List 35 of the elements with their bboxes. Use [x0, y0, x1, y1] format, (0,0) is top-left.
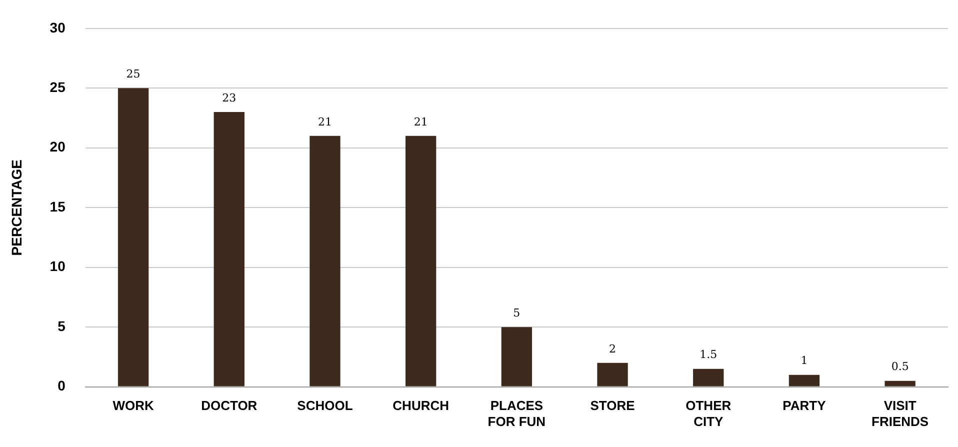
- y-tick-label: 25: [50, 78, 66, 95]
- bar: [118, 88, 149, 386]
- x-tick-label: PARTY: [782, 398, 826, 414]
- bar: [693, 368, 724, 386]
- data-label: 0.5: [891, 360, 909, 374]
- x-tick-label: SCHOOL: [297, 398, 353, 414]
- data-label: 1: [800, 354, 808, 368]
- x-tick-label: CHURCH: [392, 398, 450, 414]
- data-label: 23: [222, 91, 236, 104]
- bar: [214, 112, 244, 386]
- y-tick-label: 0: [58, 378, 66, 394]
- data-label: 2: [609, 342, 616, 356]
- bar: [788, 374, 820, 386]
- data-label: 21: [414, 115, 428, 128]
- data-label: 25: [126, 67, 140, 80]
- data-label: 21: [318, 115, 332, 128]
- bar: [406, 136, 436, 386]
- bar: [310, 136, 340, 386]
- y-axis-title: PERCENTAGE: [8, 160, 24, 256]
- x-tick-label: PLACES FOR FUN: [488, 398, 546, 429]
- x-tick-label: WORK: [112, 398, 154, 414]
- x-tick-label: STORE: [590, 398, 636, 414]
- data-label: 5: [513, 306, 520, 320]
- data-label: 1.5: [700, 348, 718, 362]
- y-tick-label: 20: [50, 138, 66, 155]
- y-tick-label: 10: [50, 258, 66, 274]
- y-tick-label: 15: [50, 198, 66, 214]
- x-tick-label: DOCTOR: [201, 398, 258, 414]
- y-tick-label: 30: [50, 19, 66, 36]
- x-tick-label: VISIT FRIENDS: [872, 398, 929, 429]
- bar: [501, 327, 532, 386]
- bar: [884, 380, 916, 386]
- bar: [597, 362, 628, 386]
- y-tick-label: 5: [58, 318, 66, 334]
- x-tick-label: OTHER CITY: [686, 398, 732, 429]
